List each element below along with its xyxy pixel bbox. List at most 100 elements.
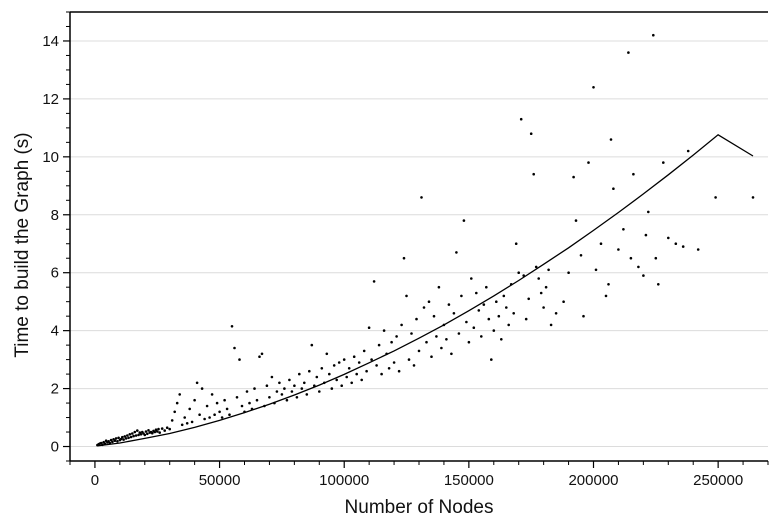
data-point-6	[103, 442, 107, 445]
data-point-14	[113, 439, 117, 443]
data-point-176	[472, 326, 476, 330]
data-point-81	[235, 396, 239, 399]
data-point-138	[377, 343, 381, 347]
data-point-97	[275, 390, 279, 393]
data-point-163	[440, 346, 443, 350]
data-point-78	[228, 413, 231, 417]
data-point-198	[527, 297, 530, 301]
data-point-200	[532, 172, 535, 176]
data-point-161	[435, 335, 438, 338]
data-point-160	[432, 314, 436, 318]
data-point-136	[372, 280, 376, 283]
data-point-16	[116, 440, 119, 443]
data-point-150	[407, 358, 411, 361]
data-point-68	[203, 417, 206, 421]
fit-line	[97, 134, 754, 447]
data-point-33	[137, 433, 140, 437]
data-point-156	[422, 306, 426, 309]
gridlines	[70, 40, 768, 448]
data-point-21	[122, 438, 125, 441]
data-point-242	[751, 196, 755, 199]
x-axis-title: Number of Nodes	[345, 497, 494, 518]
data-point-241	[714, 196, 717, 199]
data-point-92	[263, 404, 266, 408]
data-point-69	[205, 404, 209, 408]
data-point-86	[248, 401, 251, 405]
data-point-219	[604, 294, 608, 298]
data-point-84	[243, 410, 246, 414]
data-point-149	[405, 294, 408, 298]
data-point-202	[537, 277, 540, 280]
data-point-130	[357, 361, 361, 364]
data-point-228	[637, 265, 640, 269]
data-point-227	[632, 172, 635, 176]
data-point-115	[320, 367, 324, 370]
data-point-82	[238, 358, 241, 361]
data-point-187	[500, 338, 503, 341]
data-point-66	[198, 413, 201, 417]
data-point-91	[260, 352, 264, 356]
data-point-22	[123, 435, 127, 438]
data-point-191	[509, 283, 513, 286]
data-point-145	[395, 335, 398, 338]
data-point-167	[450, 352, 453, 356]
data-point-221	[609, 138, 613, 141]
data-point-134	[367, 326, 371, 330]
data-point-89	[255, 398, 259, 402]
data-point-128	[352, 355, 356, 359]
data-point-53	[165, 426, 169, 430]
data-point-90	[258, 355, 261, 359]
data-point-223	[617, 248, 620, 251]
data-point-44	[151, 431, 154, 435]
data-point-192	[512, 312, 515, 315]
data-point-124	[342, 358, 346, 361]
data-point-116	[323, 381, 326, 385]
data-point-168	[452, 312, 456, 315]
data-point-113	[315, 375, 319, 379]
data-point-172	[462, 219, 466, 222]
data-point-178	[477, 309, 481, 312]
data-point-205	[544, 285, 548, 289]
data-point-96	[273, 401, 276, 405]
data-point-127	[350, 381, 354, 385]
x-tick-label-2: 100000	[319, 472, 369, 489]
data-point-108	[303, 381, 306, 385]
data-point-137	[375, 364, 378, 367]
data-point-120	[332, 364, 336, 367]
x-tick-label-1: 50000	[199, 472, 241, 489]
data-point-61	[185, 422, 189, 425]
data-point-67	[200, 387, 204, 390]
data-point-93	[265, 384, 269, 388]
data-point-39	[144, 430, 148, 433]
data-point-169	[455, 251, 458, 254]
data-point-210	[567, 271, 570, 275]
data-point-186	[497, 314, 501, 318]
data-point-180	[482, 303, 486, 306]
data-point-143	[390, 340, 393, 344]
data-point-233	[654, 256, 658, 260]
data-point-112	[313, 384, 316, 388]
data-point-54	[168, 427, 171, 431]
y-tick-label-7: 14	[42, 33, 59, 50]
data-point-30	[133, 430, 137, 434]
data-point-101	[285, 398, 289, 402]
data-point-74	[218, 410, 221, 414]
data-point-240	[696, 248, 700, 251]
data-point-215	[587, 161, 590, 164]
data-point-234	[657, 283, 660, 286]
data-point-171	[460, 294, 463, 298]
data-point-105	[295, 396, 299, 399]
data-point-11	[109, 438, 113, 442]
data-point-111	[310, 343, 314, 347]
y-axis-title: Time to build the Graph (s)	[12, 132, 33, 357]
data-point-142	[387, 367, 391, 370]
data-point-65	[195, 381, 199, 385]
data-point-148	[402, 256, 406, 260]
data-point-179	[480, 335, 483, 338]
data-point-232	[652, 33, 655, 37]
data-point-103	[290, 390, 294, 393]
data-point-189	[505, 306, 508, 309]
data-point-155	[420, 196, 423, 199]
data-point-110	[308, 369, 311, 373]
data-point-213	[579, 254, 583, 257]
